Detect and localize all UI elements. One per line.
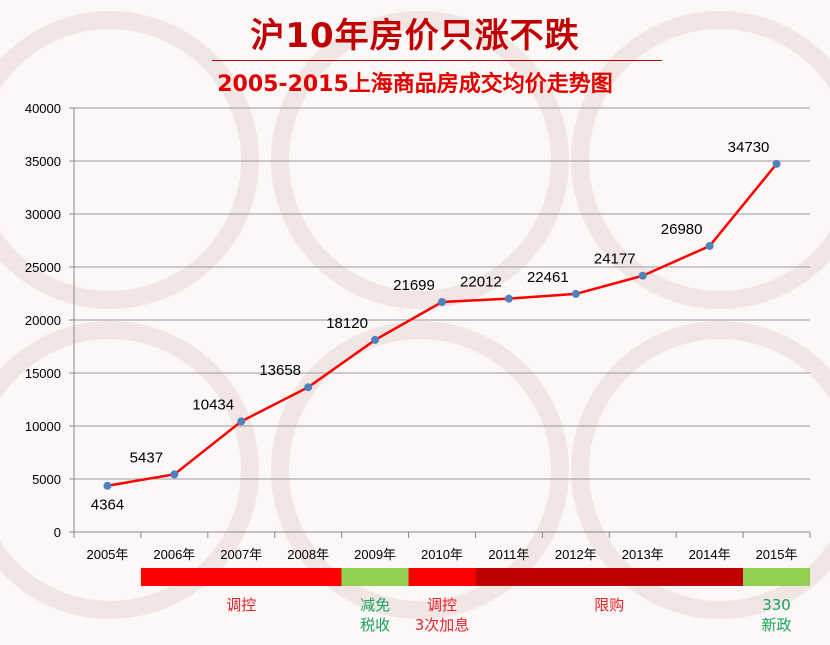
x-tick-label: 2014年	[689, 547, 731, 562]
x-tick-label: 2007年	[220, 547, 262, 562]
watermark-ring	[271, 11, 569, 309]
series-line	[107, 163, 778, 487]
policy-label-line: 减免	[360, 596, 391, 614]
x-tick-label: 2008年	[287, 547, 329, 562]
data-label: 22012	[460, 274, 502, 291]
policy-label-line: 调控	[426, 596, 457, 614]
watermark-ring	[571, 321, 830, 619]
data-point	[504, 294, 513, 303]
policy-label-line: 调控	[226, 596, 257, 614]
chart-title: 沪10年房价只涨不跌	[250, 16, 580, 56]
data-label: 4364	[91, 497, 124, 514]
x-tick-label: 2013年	[622, 547, 664, 562]
data-label: 10434	[192, 396, 234, 413]
data-point	[772, 159, 781, 168]
watermark-ring	[0, 321, 259, 619]
y-tick-label: 5000	[32, 472, 61, 487]
policy-label: 330 新政	[743, 595, 810, 635]
data-point	[438, 297, 446, 306]
y-tick-label: 0	[54, 525, 61, 540]
data-point	[571, 289, 580, 298]
data-label: 22461	[527, 269, 569, 286]
watermark-ring	[0, 11, 259, 309]
data-label: 26980	[661, 221, 703, 238]
data-point	[304, 383, 313, 392]
x-tick-label: 2006年	[153, 547, 195, 562]
data-point	[237, 417, 246, 426]
x-tick-label: 2010年	[421, 547, 463, 562]
policy-label-line: 3次加息	[414, 616, 470, 634]
watermark-ring	[571, 11, 830, 309]
y-tick-label: 35000	[25, 154, 61, 169]
x-tick-label: 2009年	[354, 547, 396, 562]
x-tick-label: 2011年	[488, 547, 529, 562]
x-tick-label: 2005年	[86, 547, 128, 562]
policy-band	[140, 568, 342, 586]
data-label: 5437	[130, 449, 163, 466]
data-label: 21699	[393, 277, 435, 294]
policy-label: 调控 3次加息	[409, 595, 476, 635]
policy-label: 减免 税收	[342, 595, 409, 635]
y-tick-label: 10000	[25, 419, 61, 434]
data-label: 24177	[594, 251, 636, 268]
policy-label-line: 限购	[594, 596, 625, 614]
data-label: 34730	[728, 139, 770, 156]
title-divider	[212, 60, 662, 61]
data-point	[371, 335, 380, 344]
x-tick-label: 2012年	[555, 547, 597, 562]
policy-band	[475, 568, 744, 586]
policy-label: 限购	[475, 595, 743, 615]
data-point	[170, 470, 179, 479]
y-tick-label: 40000	[25, 101, 61, 116]
data-point	[705, 242, 714, 251]
policy-band	[341, 568, 409, 586]
y-tick-label: 30000	[25, 207, 61, 222]
chart-subtitle: 2005-2015上海商品房成交均价走势图	[217, 72, 613, 97]
y-tick-label: 20000	[25, 313, 61, 328]
policy-label: 调控	[141, 595, 342, 615]
data-label: 18120	[326, 315, 368, 332]
data-label: 13658	[259, 362, 301, 379]
data-point	[103, 481, 112, 490]
y-tick-label: 25000	[25, 260, 61, 275]
policy-band	[743, 568, 810, 586]
policy-label-line: 税收	[360, 616, 391, 634]
x-tick-label: 2015年	[756, 547, 798, 562]
watermark-ring	[271, 321, 569, 619]
data-point	[638, 271, 647, 280]
policy-band	[408, 568, 476, 586]
policy-label-line: 330	[762, 596, 791, 614]
y-tick-label: 15000	[25, 366, 61, 381]
policy-label-line: 新政	[761, 616, 792, 634]
